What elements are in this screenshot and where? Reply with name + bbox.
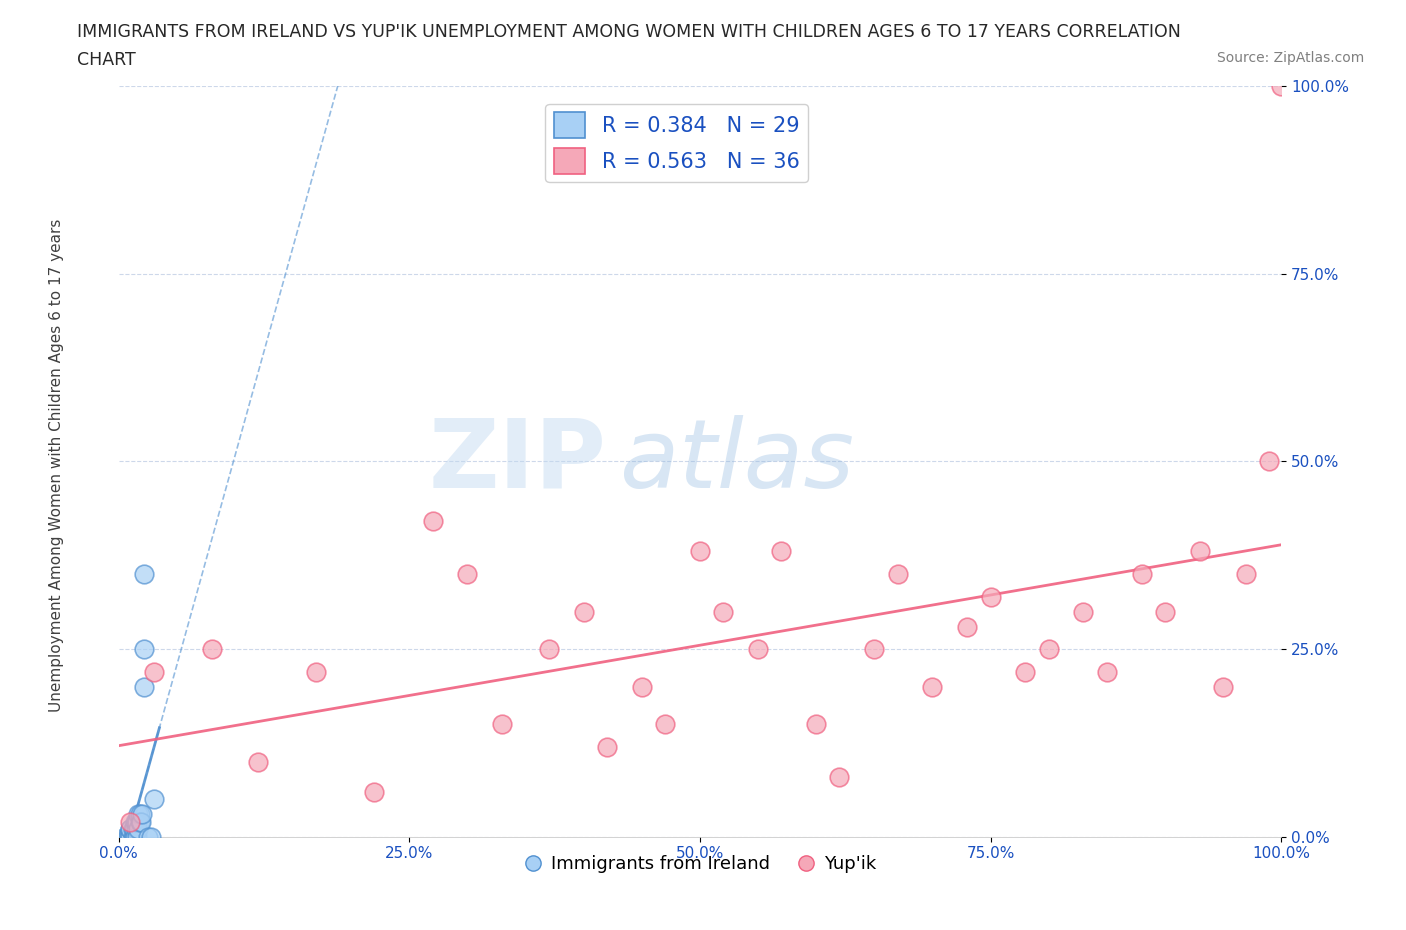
Point (128, 822, 150, 837)
Point (596, 739, 619, 754)
Point (120, 830, 142, 844)
Point (128, 815, 150, 830)
Point (120, 822, 142, 837)
Point (363, 784, 385, 799)
Point (118, 830, 141, 844)
Point (128, 806, 150, 821)
Point (422, 514, 444, 529)
Point (630, 679, 652, 694)
Text: Source: ZipAtlas.com: Source: ZipAtlas.com (1216, 51, 1364, 65)
Point (115, 830, 138, 844)
Point (201, 642, 224, 657)
Point (1095, 664, 1118, 679)
Point (127, 815, 149, 830)
Point (456, 566, 478, 581)
Point (1130, 566, 1153, 581)
Point (121, 822, 143, 837)
Point (305, 664, 328, 679)
Point (1234, 566, 1257, 581)
Point (804, 717, 827, 732)
Point (1270, 79, 1292, 94)
Point (127, 830, 149, 844)
Point (122, 822, 145, 837)
Point (1014, 664, 1036, 679)
Point (117, 830, 139, 844)
Point (537, 642, 560, 657)
Point (129, 815, 152, 830)
Point (134, 642, 156, 657)
Text: atlas: atlas (619, 415, 853, 508)
Point (136, 830, 159, 844)
Point (1188, 544, 1211, 559)
Point (125, 815, 148, 830)
Point (886, 566, 908, 581)
Point (979, 589, 1001, 604)
Legend: Immigrants from Ireland, Yup'ik: Immigrants from Ireland, Yup'ik (516, 848, 883, 880)
Point (956, 619, 979, 634)
Point (1258, 454, 1281, 469)
Point (131, 806, 153, 821)
Point (711, 604, 734, 619)
Point (141, 830, 163, 844)
Point (134, 566, 156, 581)
Point (1212, 679, 1234, 694)
Point (828, 769, 851, 784)
Point (1073, 604, 1095, 619)
Point (1038, 642, 1060, 657)
Point (124, 815, 146, 830)
Point (747, 642, 769, 657)
Point (128, 806, 150, 821)
Point (491, 717, 513, 732)
Point (770, 544, 793, 559)
Point (122, 830, 145, 844)
Point (120, 815, 142, 830)
Point (863, 642, 886, 657)
Point (120, 822, 142, 837)
Text: ZIP: ZIP (429, 415, 607, 508)
Text: IMMIGRANTS FROM IRELAND VS YUP'IK UNEMPLOYMENT AMONG WOMEN WITH CHILDREN AGES 6 : IMMIGRANTS FROM IRELAND VS YUP'IK UNEMPL… (77, 23, 1181, 41)
Point (921, 679, 943, 694)
Point (654, 717, 676, 732)
Point (124, 830, 146, 844)
Text: Unemployment Among Women with Children Ages 6 to 17 years: Unemployment Among Women with Children A… (49, 219, 63, 711)
Point (125, 822, 148, 837)
Point (142, 664, 165, 679)
Point (572, 604, 595, 619)
Point (114, 830, 136, 844)
Point (142, 791, 165, 806)
Text: CHART: CHART (77, 51, 136, 69)
Point (689, 544, 711, 559)
Point (247, 754, 270, 769)
Point (121, 830, 143, 844)
Point (1153, 604, 1175, 619)
Point (134, 679, 156, 694)
